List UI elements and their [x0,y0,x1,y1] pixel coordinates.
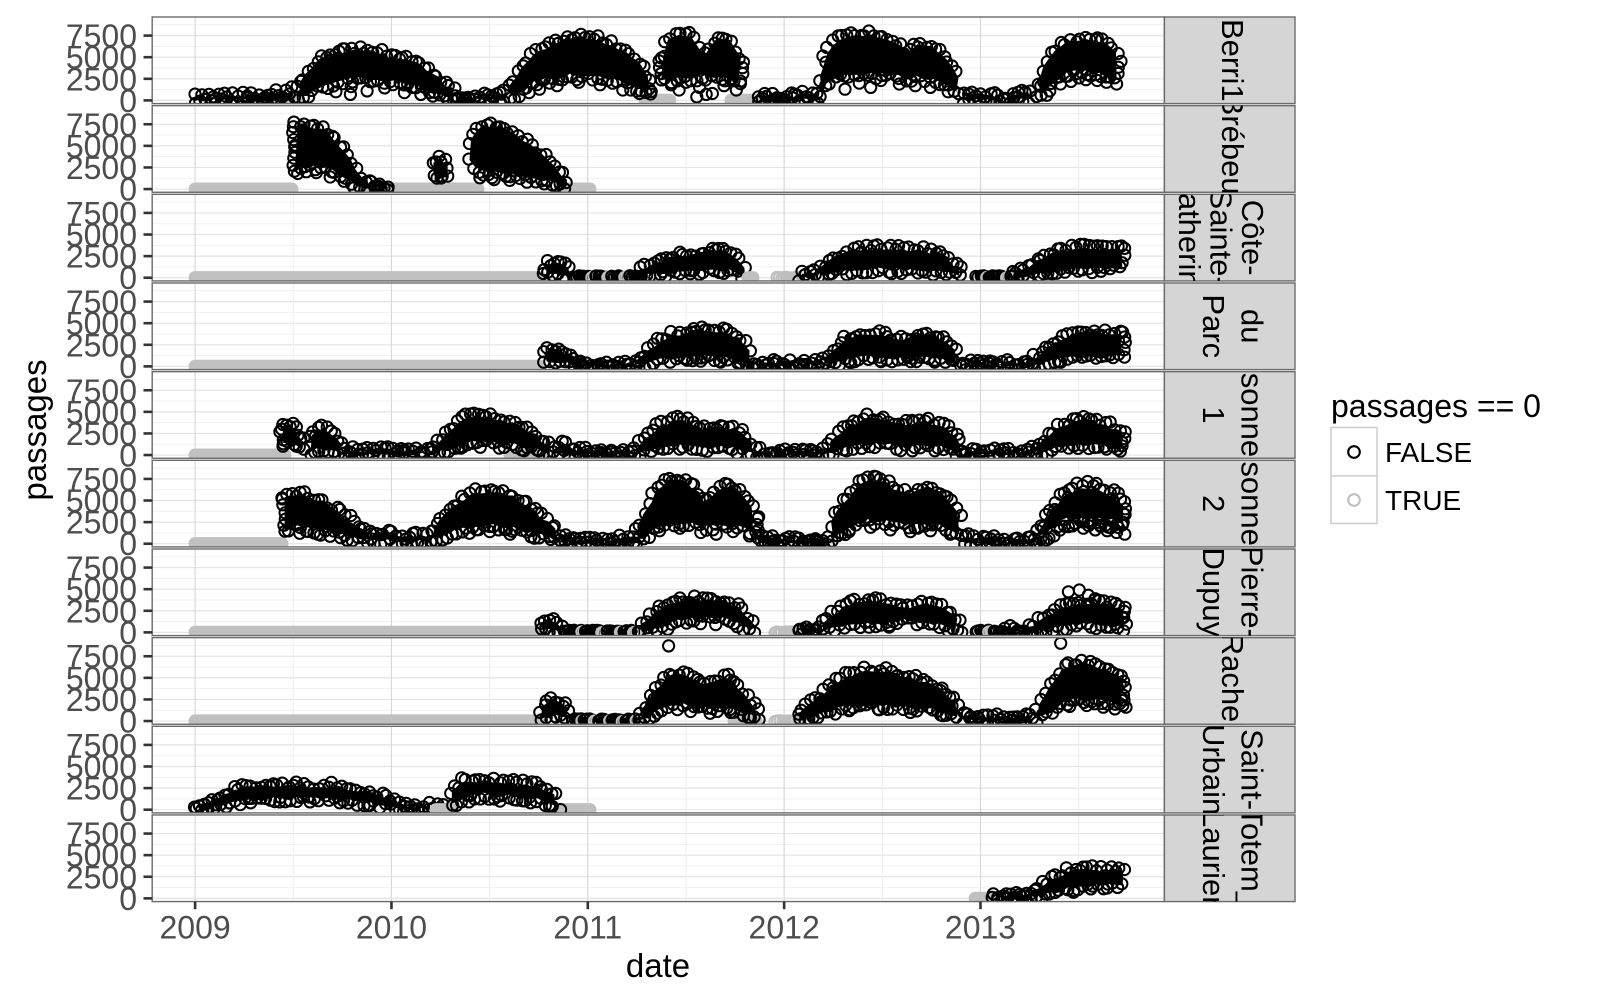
svg-text:0: 0 [119,792,137,828]
svg-text:5000: 5000 [66,749,137,785]
svg-text:TRUE: TRUE [1385,485,1461,516]
svg-text:2012: 2012 [749,910,820,946]
svg-text:Brébeuf: Brébeuf [1215,95,1250,204]
svg-text:Côte-: Côte- [1235,200,1270,276]
svg-text:2500: 2500 [66,859,137,895]
svg-text:Rachel: Rachel [1215,633,1250,730]
svg-text:0: 0 [119,881,137,917]
svg-text:Dupuy: Dupuy [1196,547,1231,637]
svg-text:0: 0 [119,438,137,474]
svg-text:7500: 7500 [66,816,137,852]
svg-text:0: 0 [119,83,137,119]
svg-text:2500: 2500 [66,593,137,629]
svg-text:0: 0 [119,349,137,385]
svg-text:0: 0 [119,260,137,296]
svg-text:5000: 5000 [66,483,137,519]
svg-text:5000: 5000 [66,572,137,608]
svg-text:2500: 2500 [66,416,137,452]
svg-text:7500: 7500 [66,461,137,497]
svg-text:0: 0 [119,526,137,562]
svg-text:7500: 7500 [66,107,137,143]
svg-text:0: 0 [119,704,137,740]
svg-text:5000: 5000 [66,838,137,874]
svg-text:date: date [626,947,690,984]
svg-text:7500: 7500 [66,639,137,675]
svg-text:7500: 7500 [66,550,137,586]
svg-text:5000: 5000 [66,306,137,342]
svg-text:passages: passages [16,359,53,500]
svg-text:2500: 2500 [66,150,137,186]
svg-text:2500: 2500 [66,771,137,807]
svg-text:Totem_: Totem_ [1235,807,1270,909]
svg-text:0: 0 [119,172,137,208]
svg-text:2500: 2500 [66,61,137,97]
svg-text:2009: 2009 [160,910,231,946]
svg-text:5000: 5000 [66,40,137,76]
svg-text:2500: 2500 [66,239,137,275]
svg-text:5000: 5000 [66,394,137,430]
svg-text:7500: 7500 [66,373,137,409]
svg-text:FALSE: FALSE [1385,437,1472,468]
svg-text:Parc: Parc [1196,294,1231,358]
svg-text:5000: 5000 [66,217,137,253]
svg-text:2500: 2500 [66,682,137,718]
svg-text:passages == 0: passages == 0 [1331,388,1541,424]
svg-text:Pierre-: Pierre- [1235,546,1270,639]
svg-text:Laurier: Laurier [1196,810,1231,907]
svg-text:Maisonneuve: Maisonneuve [1235,411,1270,595]
svg-text:2: 2 [1196,495,1231,512]
svg-text:Catherine: Catherine [1172,170,1207,304]
svg-text:7500: 7500 [66,284,137,320]
svg-text:Sainte-: Sainte- [1204,189,1239,287]
svg-text:Berri1: Berri1 [1215,19,1250,102]
svg-text:2013: 2013 [945,910,1016,946]
svg-text:2500: 2500 [66,327,137,363]
svg-text:1: 1 [1196,406,1231,423]
svg-text:2500: 2500 [66,505,137,541]
svg-text:Maisonneuve: Maisonneuve [1235,323,1270,507]
svg-text:du: du [1235,309,1270,343]
svg-text:Saint-: Saint- [1235,729,1270,810]
svg-text:2011: 2011 [553,910,622,946]
svg-text:0: 0 [119,615,137,651]
svg-text:5000: 5000 [66,660,137,696]
svg-text:2010: 2010 [356,910,427,946]
svg-text:7500: 7500 [66,727,137,763]
svg-text:7500: 7500 [66,18,137,54]
svg-text:Urbain: Urbain [1196,724,1231,815]
svg-text:5000: 5000 [66,128,137,164]
svg-text:7500: 7500 [66,195,137,231]
